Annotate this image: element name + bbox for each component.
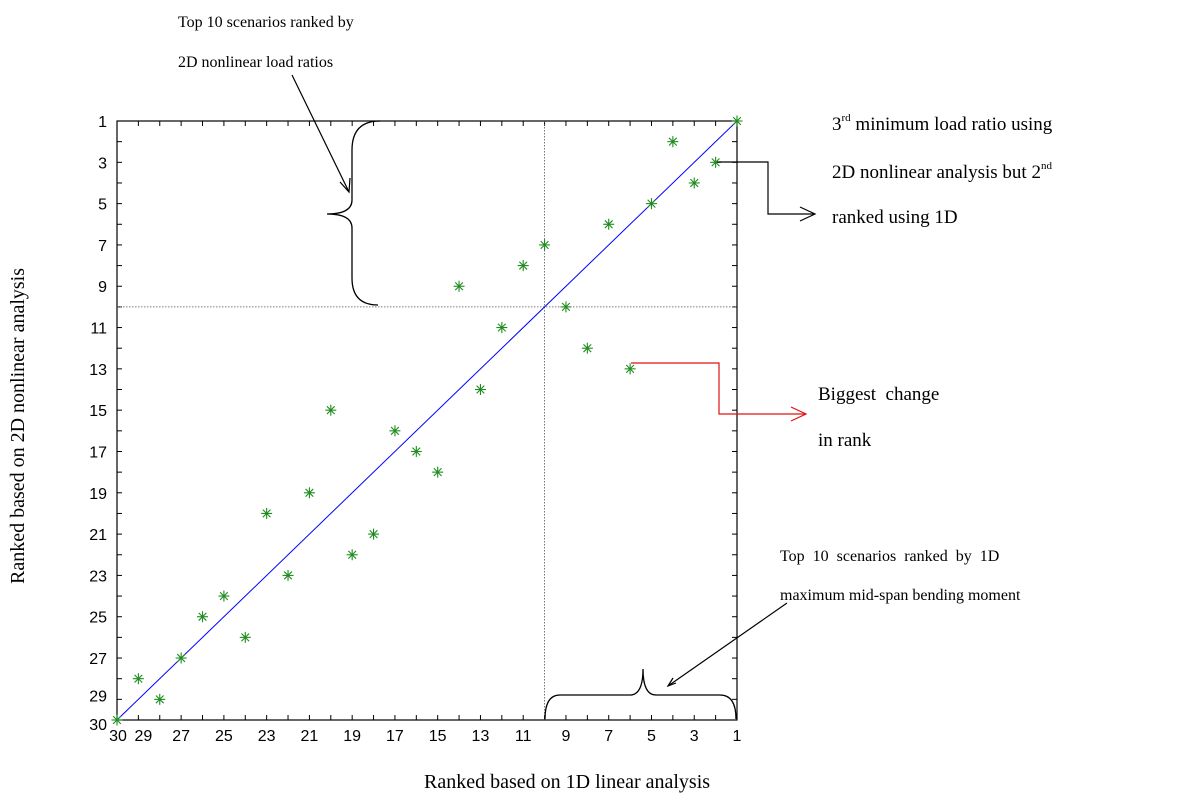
arrow-top10-1d-head (666, 677, 677, 688)
x-tick-label: 27 (172, 728, 190, 745)
x-tick-label: 30 (109, 728, 127, 745)
data-points (111, 115, 743, 726)
y-tick-label: 7 (98, 238, 107, 255)
data-point (218, 590, 230, 602)
y-tick-label: 3 (98, 155, 107, 172)
reference-lines (117, 121, 737, 720)
data-point (175, 652, 187, 664)
x-tick-label: 9 (562, 728, 571, 745)
x-tick-label: 15 (429, 728, 447, 745)
y-tick-label: 5 (98, 197, 107, 214)
x-tick-label: 21 (301, 728, 319, 745)
data-point (731, 115, 743, 127)
annotation-top10-1d-line1: Top 10 scenarios ranked by 1D (780, 548, 999, 565)
y-tick-label: 17 (89, 444, 107, 461)
y-tick-label: 30 (89, 717, 107, 734)
y-tick-label: 29 (89, 688, 107, 705)
x-tick-label: 5 (647, 728, 656, 745)
data-point (111, 714, 123, 726)
x-tick-label: 17 (386, 728, 404, 745)
x-tick-label: 23 (258, 728, 276, 745)
data-point (667, 136, 679, 148)
annotation-top10-2d-line1: Top 10 scenarios ranked by (178, 14, 354, 31)
y-tick-label: 11 (90, 321, 107, 338)
brace-top10-2d (326, 120, 381, 306)
data-point (624, 363, 636, 375)
x-tick-label: 3 (690, 728, 699, 745)
data-point (389, 425, 401, 437)
data-point (517, 260, 529, 272)
annotation-3rd-min-line1: 3rd minimum load ratio using (832, 112, 1053, 135)
data-point (688, 177, 700, 189)
data-point (603, 218, 615, 230)
arrow-top10-2d-shaft (291, 74, 350, 193)
annotation-biggest-change-line1: Biggest change (818, 384, 939, 405)
brace-top10-1d (544, 668, 737, 720)
y-tick-label: 1 (98, 114, 107, 131)
data-point (325, 404, 337, 416)
y-tick-label: 15 (89, 403, 107, 420)
arrow-biggest-change-shaft (631, 362, 806, 415)
data-point (368, 528, 380, 540)
data-point (496, 322, 508, 334)
data-point (154, 693, 166, 705)
annotation-3rd-min-line3: ranked using 1D (832, 207, 958, 228)
data-point (410, 445, 422, 457)
x-axis-title: Ranked based on 1D linear analysis (424, 771, 710, 793)
x-tick-label: 25 (215, 728, 233, 745)
data-point (645, 198, 657, 210)
data-point (581, 342, 593, 354)
arrow-3rd-min-shaft (717, 161, 815, 215)
data-point (474, 384, 486, 396)
annotation-top10-1d-line2: maximum mid-span bending moment (780, 587, 1021, 604)
y-tick-label: 19 (89, 486, 107, 503)
data-point (539, 239, 551, 251)
data-point (239, 631, 251, 643)
plot-frame (116, 120, 738, 721)
x-tick-label: 13 (472, 728, 490, 745)
annotation-top10-2d-line2: 2D nonlinear load ratios (178, 54, 333, 71)
x-tick-labels: 30 29 27 25 23 21 19 17 15 13 11 9 7 5 3 1 (109, 728, 741, 745)
data-point (560, 301, 572, 313)
x-tick-label: 29 (134, 728, 152, 745)
x-tick-label: 1 (733, 728, 742, 745)
data-point (432, 466, 444, 478)
identity-line (116, 120, 738, 721)
data-point (346, 549, 358, 561)
identity-line-path (116, 120, 738, 721)
data-point (453, 280, 465, 292)
arrow-biggest-change-head (790, 406, 808, 422)
y-tick-label: 23 (89, 568, 107, 585)
y-tick-label: 13 (89, 362, 107, 379)
data-point (303, 487, 315, 499)
data-point (132, 673, 144, 685)
data-point (197, 611, 209, 623)
x-tick-label: 19 (343, 728, 361, 745)
y-axis-title: Ranked based on 2D nonlinear analysis (7, 268, 29, 584)
annotation-3rd-min-line2: 2D nonlinear analysis but 2nd (832, 160, 1052, 183)
arrow-3rd-min-head (799, 206, 817, 222)
y-tick-label: 25 (89, 610, 107, 627)
arrow-top10-2d-head (339, 177, 351, 194)
x-tick-label: 7 (604, 728, 613, 745)
annotation-biggest-change-line2: in rank (818, 430, 872, 451)
y-tick-label: 27 (89, 651, 107, 668)
data-point (261, 507, 273, 519)
x-tick-label: 11 (515, 728, 532, 745)
y-tick-label: 21 (89, 527, 107, 544)
arrow-top10-1d-shaft (667, 602, 788, 687)
data-point (282, 569, 294, 581)
y-tick-label: 9 (98, 279, 107, 296)
